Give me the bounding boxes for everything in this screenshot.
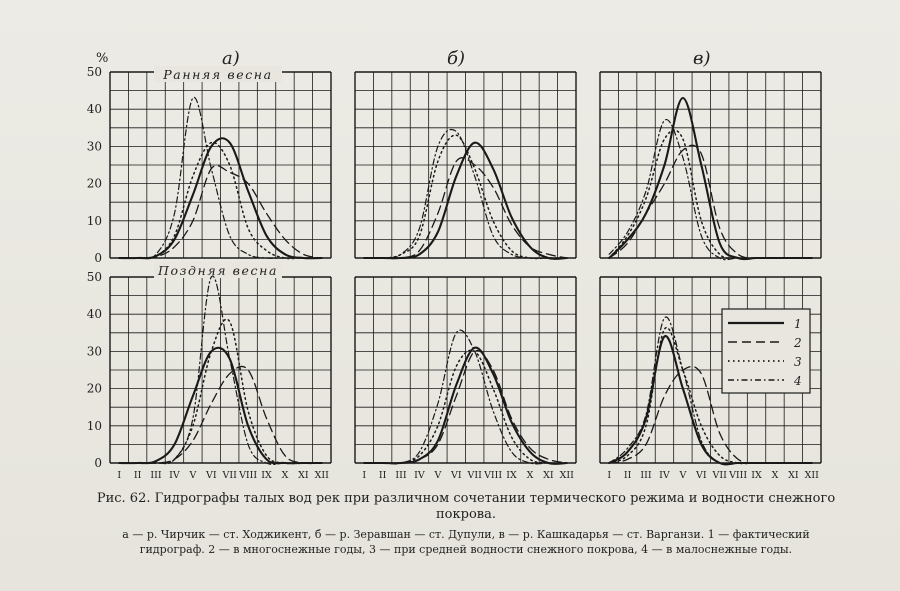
- x-tick-month-label: V: [188, 470, 196, 481]
- x-tick-month-label: VII: [712, 470, 728, 481]
- x-tick-month-label: VIII: [728, 470, 747, 481]
- x-tick-month-label: II: [379, 470, 387, 481]
- x-tick-month-label: IX: [261, 470, 272, 481]
- y-tick-label: 30: [87, 139, 102, 153]
- y-tick-label: 20: [87, 177, 102, 191]
- y-tick-label: 50: [87, 65, 102, 79]
- x-tick-month-label: XII: [805, 470, 820, 481]
- y-tick-label: 0: [94, 456, 102, 470]
- series-4-curve: [608, 316, 813, 466]
- x-tick-month-label: V: [433, 470, 441, 481]
- x-tick-month-label: IV: [414, 470, 425, 481]
- x-tick-month-label: IV: [169, 470, 180, 481]
- x-tick-month-label: XI: [543, 470, 554, 481]
- x-tick-month-label: XII: [315, 470, 330, 481]
- row-label: Ранняя весна: [162, 67, 272, 82]
- figure-caption-title: Рис. 62. Гидрографы талых вод рек при ра…: [96, 491, 836, 522]
- hydrograph-panel: 0 10 20 30 40 50 Ранняя весна: [87, 65, 332, 265]
- y-tick-label: 10: [87, 419, 102, 433]
- row-label-background: [154, 66, 282, 82]
- y-tick-label: 50: [87, 270, 102, 284]
- legend-label: 3: [794, 355, 802, 369]
- hydrograph-panel: I II III IV V VI VII VIII IX X XI XII: [354, 276, 577, 481]
- x-tick-month-label: V: [678, 470, 686, 481]
- y-tick-label: 40: [87, 307, 102, 321]
- column-label-b: б): [447, 48, 465, 69]
- x-tick-month-label: X: [772, 470, 779, 481]
- x-tick-month-label: XII: [560, 470, 575, 481]
- figure-caption-legend: а — р. Чирчик — ст. Ходжикент, б — р. Зе…: [122, 528, 810, 556]
- x-tick-month-label: VI: [205, 470, 217, 481]
- x-tick-month-label: IX: [506, 470, 517, 481]
- hydrograph-panel: [599, 71, 822, 261]
- series-4-curve: [118, 275, 323, 465]
- series-3-curve: [608, 129, 813, 260]
- x-tick-month-label: VI: [695, 470, 707, 481]
- column-label-a: а): [222, 48, 240, 69]
- x-tick-month-label: XI: [298, 470, 309, 481]
- series-3-curve: [118, 141, 323, 260]
- y-tick-label: 30: [87, 344, 102, 358]
- x-tick-month-label: I: [117, 470, 121, 481]
- series-2-curve: [608, 144, 813, 259]
- x-tick-month-label: VIII: [238, 470, 257, 481]
- x-tick-month-label: IX: [751, 470, 762, 481]
- column-label-v: в): [693, 48, 711, 69]
- x-tick-month-label: VII: [467, 470, 483, 481]
- legend-label: 4: [793, 374, 802, 388]
- series-4-curve: [363, 128, 568, 259]
- x-tick-month-label: IV: [659, 470, 670, 481]
- x-tick-month-label: VI: [450, 470, 462, 481]
- x-tick-month-label: III: [395, 470, 407, 481]
- y-axis-percent-label: %: [96, 51, 108, 66]
- x-tick-month-label: VIII: [483, 470, 502, 481]
- x-tick-month-label: X: [282, 470, 289, 481]
- legend-label: 2: [793, 336, 802, 350]
- y-tick-label: 0: [94, 251, 102, 265]
- x-tick-month-label: II: [624, 470, 632, 481]
- x-tick-month-label: II: [134, 470, 142, 481]
- series-4-curve: [118, 96, 323, 260]
- y-tick-label: 40: [87, 102, 102, 116]
- hydrograph-panel: [354, 71, 577, 260]
- x-tick-month-label: III: [150, 470, 162, 481]
- series-1-curve: [118, 346, 323, 465]
- row-label-background: [154, 262, 282, 278]
- x-tick-month-label: III: [640, 470, 652, 481]
- series-2-curve: [363, 157, 568, 260]
- x-tick-month-label: I: [362, 470, 366, 481]
- y-tick-label: 20: [87, 382, 102, 396]
- legend-label: 1: [794, 317, 802, 331]
- x-tick-month-label: XI: [788, 470, 799, 481]
- x-tick-month-label: VII: [222, 470, 238, 481]
- x-tick-month-label: I: [607, 470, 611, 481]
- row-label: Поздняя весна: [157, 263, 278, 278]
- series-4-curve: [363, 329, 568, 465]
- series-4-curve: [608, 118, 813, 261]
- x-tick-month-label: X: [527, 470, 534, 481]
- y-tick-label: 10: [87, 214, 102, 228]
- series-3-curve: [363, 349, 568, 465]
